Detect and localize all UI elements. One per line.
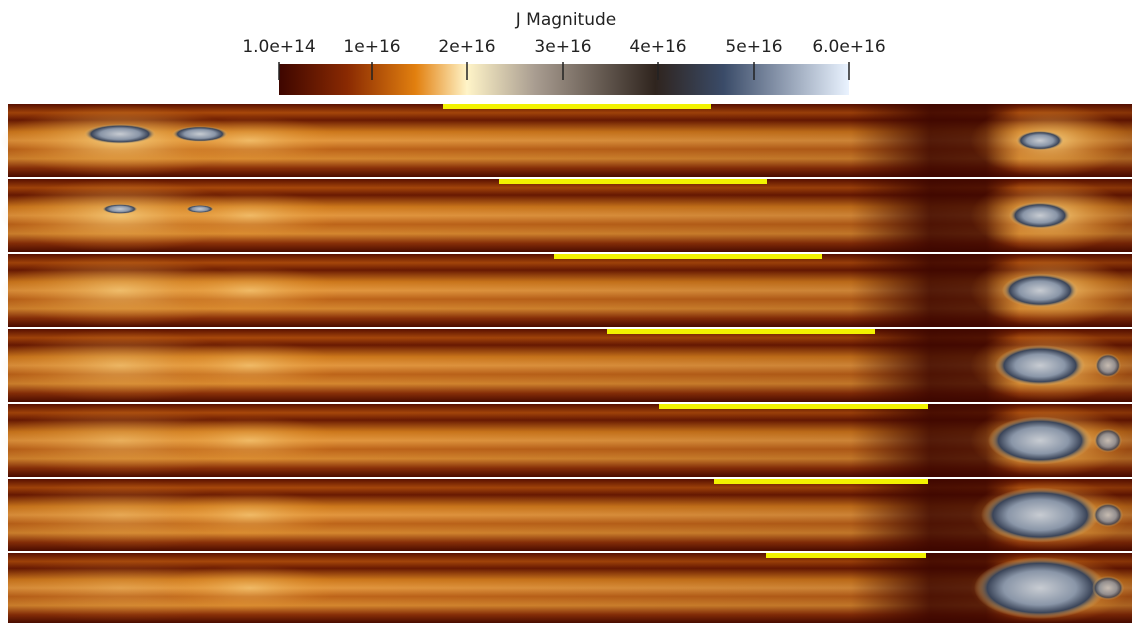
marker-bar	[714, 479, 928, 484]
right-blob	[995, 345, 1085, 386]
left-glow	[160, 491, 340, 539]
right-blob	[1093, 503, 1123, 527]
left-glow	[160, 191, 340, 240]
colorbar-title: J Magnitude	[515, 10, 616, 30]
left-blob	[172, 126, 228, 142]
left-glow	[0, 553, 240, 623]
colorbar-tick-label: 1.0e+14	[242, 37, 315, 57]
left-glow	[160, 266, 340, 315]
left-blob	[84, 124, 156, 144]
colorbar-tick-label: 2e+16	[438, 37, 495, 57]
marker-bar	[554, 254, 822, 259]
right-blob	[988, 416, 1092, 465]
right-blob	[1095, 353, 1121, 378]
marker-bar	[766, 553, 926, 558]
strips	[0, 104, 1132, 623]
right-blob	[1002, 273, 1078, 308]
colorbar-tick-label: 3e+16	[534, 37, 591, 57]
left-glow	[160, 416, 340, 465]
colorbar-tick-label: 1e+16	[343, 37, 400, 57]
left-glow	[160, 564, 340, 612]
marker-bar	[499, 179, 767, 184]
left-blob	[186, 205, 214, 213]
colorbar	[279, 64, 849, 95]
right-blob	[1094, 428, 1122, 453]
colorbar-tick-label: 6.0e+16	[812, 37, 885, 57]
marker-bar	[443, 104, 711, 109]
marker-bar	[607, 329, 875, 334]
left-glow	[0, 254, 240, 327]
right-blob	[974, 557, 1106, 619]
marker-bar	[659, 404, 928, 409]
left-blob	[102, 204, 138, 214]
left-glow	[0, 479, 240, 551]
right-blob	[1016, 130, 1064, 151]
right-blob	[1009, 202, 1071, 229]
left-glow	[0, 329, 240, 402]
right-blob	[1092, 576, 1124, 600]
right-blob	[981, 487, 1099, 543]
left-glow	[160, 341, 340, 390]
colorbar-tick-label: 5e+16	[725, 37, 782, 57]
left-glow	[0, 404, 240, 477]
left-glow	[0, 179, 240, 252]
colorbar-tick-label: 4e+16	[629, 37, 686, 57]
